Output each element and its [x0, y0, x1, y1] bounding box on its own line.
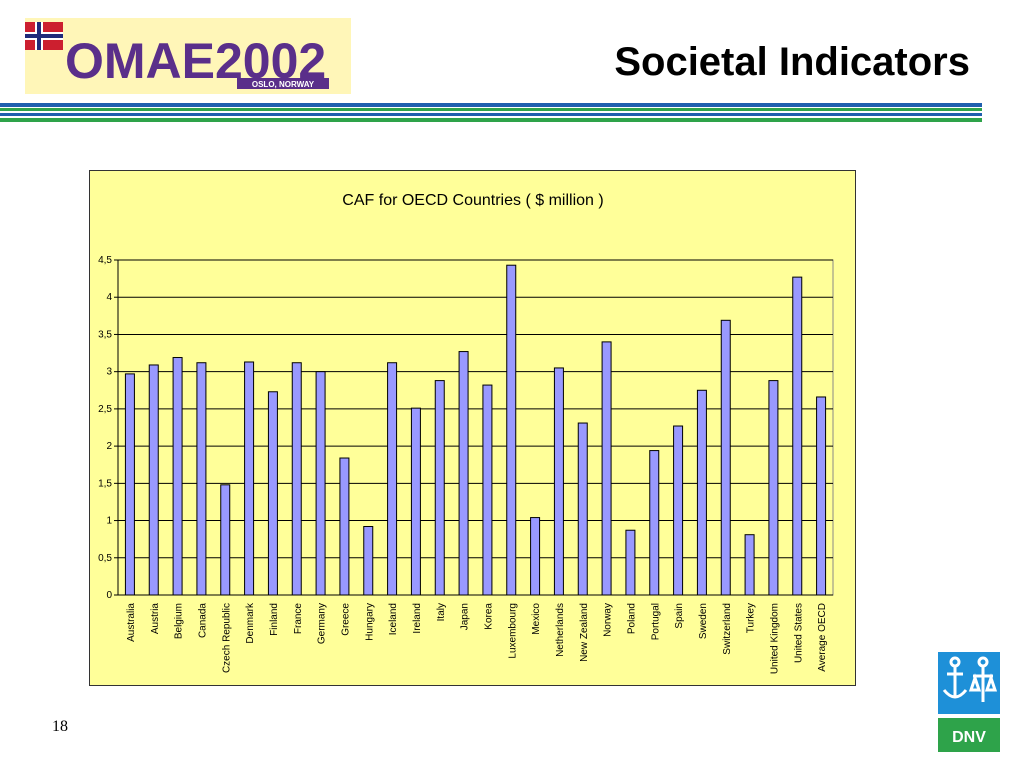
y-tick-label: 2 [106, 441, 112, 452]
bar [792, 276, 803, 596]
bar [768, 380, 779, 596]
header-rule [0, 108, 982, 111]
x-tick-label: Finland [269, 603, 280, 636]
x-tick-label: Average OECD [817, 603, 828, 672]
x-tick-label: Germany [317, 603, 328, 644]
x-tick-label: Poland [626, 603, 637, 634]
chart-container: 0 0,5 1 1,5 2 2,5 3 3,5 4 4,5 Australia Austria Belg… [89, 170, 856, 686]
x-tick-label: United Kingdom [769, 603, 780, 674]
bar [482, 384, 493, 596]
logo-subtitle: OSLO, NORWAY [252, 80, 315, 89]
y-tick-label: 3,5 [98, 329, 112, 340]
bar [387, 362, 398, 596]
x-tick-label: Turkey [746, 603, 757, 633]
anchor-icon [942, 656, 968, 699]
x-tick-label: Belgium [174, 603, 185, 639]
x-tick-label: Netherlands [555, 603, 566, 657]
dnv-logo: DNV [938, 652, 1000, 752]
bar [315, 371, 326, 596]
bar [363, 526, 374, 596]
bar [673, 425, 684, 596]
bar [124, 373, 135, 596]
bar [601, 341, 612, 596]
x-tick-label: Mexico [531, 603, 542, 635]
y-tick-label: 1,5 [98, 478, 112, 489]
dnv-logo-text: DNV [952, 729, 986, 746]
x-tick-label: Hungary [364, 603, 375, 641]
x-tick-label: Czech Republic [221, 603, 232, 673]
bar [696, 389, 707, 596]
chart-title: CAF for OECD Countries ( $ million ) [342, 192, 603, 209]
x-tick-label: France [293, 603, 304, 635]
x-tick-label: Iceland [388, 603, 399, 635]
y-tick-label: 2,5 [98, 404, 112, 415]
y-tick-label: 0 [106, 590, 112, 601]
x-tick-label: Sweden [698, 603, 709, 639]
x-tick-label: Austria [150, 603, 161, 635]
bar [530, 517, 541, 596]
x-tick-label: Italy [436, 603, 447, 621]
x-tick-label: Spain [674, 603, 685, 629]
bar [744, 534, 755, 596]
x-tick-label: Canada [197, 603, 208, 638]
y-tick-label: 3 [106, 367, 112, 378]
bar [816, 396, 827, 596]
x-tick-label: Greece [340, 603, 351, 636]
header-rule [0, 113, 982, 116]
y-tick-label: 0,5 [98, 553, 112, 564]
bar [625, 529, 636, 596]
x-tick-label: Switzerland [722, 603, 733, 655]
bar [291, 362, 302, 596]
bar [458, 351, 469, 596]
x-tick-label: Australia [126, 603, 137, 642]
bar [506, 264, 517, 596]
scales-icon [968, 656, 998, 702]
bar-chart: 0 0,5 1 1,5 2 2,5 3 3,5 4 4,5 Australia Austria Belg… [98, 192, 834, 674]
omae2002-logo: OMAE2002 OSLO, NORWAY [25, 18, 351, 94]
bar [410, 407, 421, 596]
bar [220, 484, 231, 596]
x-tick-label: Japan [460, 603, 471, 630]
x-tick-label: Denmark [245, 602, 256, 644]
x-tick-label: Korea [483, 603, 494, 630]
bar [577, 422, 588, 596]
header-rule [0, 103, 982, 107]
y-tick-label: 4,5 [98, 255, 112, 266]
bar [148, 364, 159, 596]
bar [339, 457, 350, 596]
bar [649, 450, 660, 596]
bar [196, 362, 207, 596]
header-rule [0, 118, 982, 122]
x-tick-label: Ireland [412, 603, 423, 634]
page-number: 18 [52, 718, 68, 735]
y-tick-label: 1 [106, 516, 112, 527]
bar [720, 319, 731, 596]
x-tick-label: Luxembourg [507, 603, 518, 659]
x-tick-label: Portugal [650, 603, 661, 640]
bar [434, 380, 445, 596]
page-title: Societal Indicators [614, 40, 970, 84]
x-tick-label: United States [793, 603, 804, 663]
bar [553, 367, 564, 596]
bar [244, 361, 255, 596]
bar [267, 391, 278, 596]
x-tick-label: New Zealand [579, 603, 590, 662]
y-tick-label: 4 [106, 292, 112, 303]
bar [172, 357, 183, 596]
norway-flag-icon [25, 22, 63, 50]
x-tick-label: Norway [603, 603, 614, 637]
